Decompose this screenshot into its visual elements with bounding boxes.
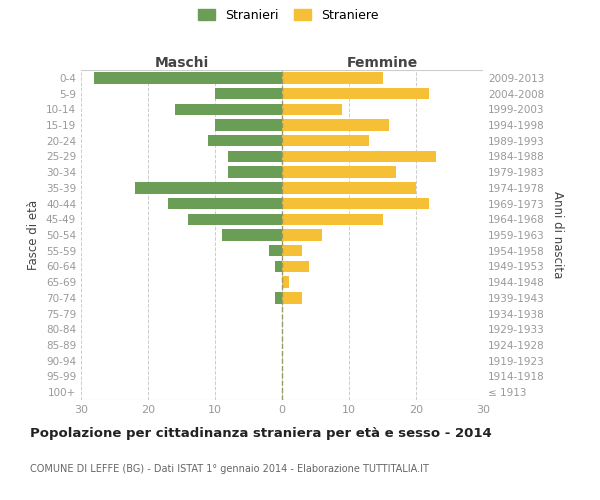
Bar bbox=[282, 245, 302, 256]
Bar bbox=[282, 135, 369, 146]
Bar bbox=[282, 182, 416, 194]
Text: COMUNE DI LEFFE (BG) - Dati ISTAT 1° gennaio 2014 - Elaborazione TUTTITALIA.IT: COMUNE DI LEFFE (BG) - Dati ISTAT 1° gen… bbox=[30, 464, 429, 474]
Y-axis label: Fasce di età: Fasce di età bbox=[28, 200, 40, 270]
Bar bbox=[282, 276, 289, 288]
Bar bbox=[222, 230, 282, 240]
Bar bbox=[275, 261, 282, 272]
Bar bbox=[229, 166, 282, 178]
Bar bbox=[168, 198, 282, 209]
Bar bbox=[282, 166, 396, 178]
Text: Femmine: Femmine bbox=[347, 56, 418, 70]
Bar bbox=[275, 292, 282, 304]
Bar bbox=[282, 198, 430, 209]
Bar bbox=[282, 104, 343, 115]
Bar bbox=[282, 151, 436, 162]
Bar bbox=[134, 182, 282, 194]
Bar bbox=[282, 120, 389, 130]
Bar bbox=[282, 72, 383, 84]
Bar bbox=[94, 72, 282, 84]
Bar bbox=[215, 120, 282, 130]
Text: Popolazione per cittadinanza straniera per età e sesso - 2014: Popolazione per cittadinanza straniera p… bbox=[30, 428, 492, 440]
Bar bbox=[282, 88, 430, 99]
Bar bbox=[282, 214, 383, 225]
Bar bbox=[269, 245, 282, 256]
Bar bbox=[282, 261, 309, 272]
Bar bbox=[215, 88, 282, 99]
Bar bbox=[282, 292, 302, 304]
Legend: Stranieri, Straniere: Stranieri, Straniere bbox=[197, 8, 379, 22]
Bar bbox=[229, 151, 282, 162]
Bar bbox=[175, 104, 282, 115]
Bar bbox=[188, 214, 282, 225]
Y-axis label: Anni di nascita: Anni di nascita bbox=[551, 192, 564, 278]
Text: Maschi: Maschi bbox=[154, 56, 209, 70]
Bar bbox=[282, 230, 322, 240]
Bar bbox=[208, 135, 282, 146]
